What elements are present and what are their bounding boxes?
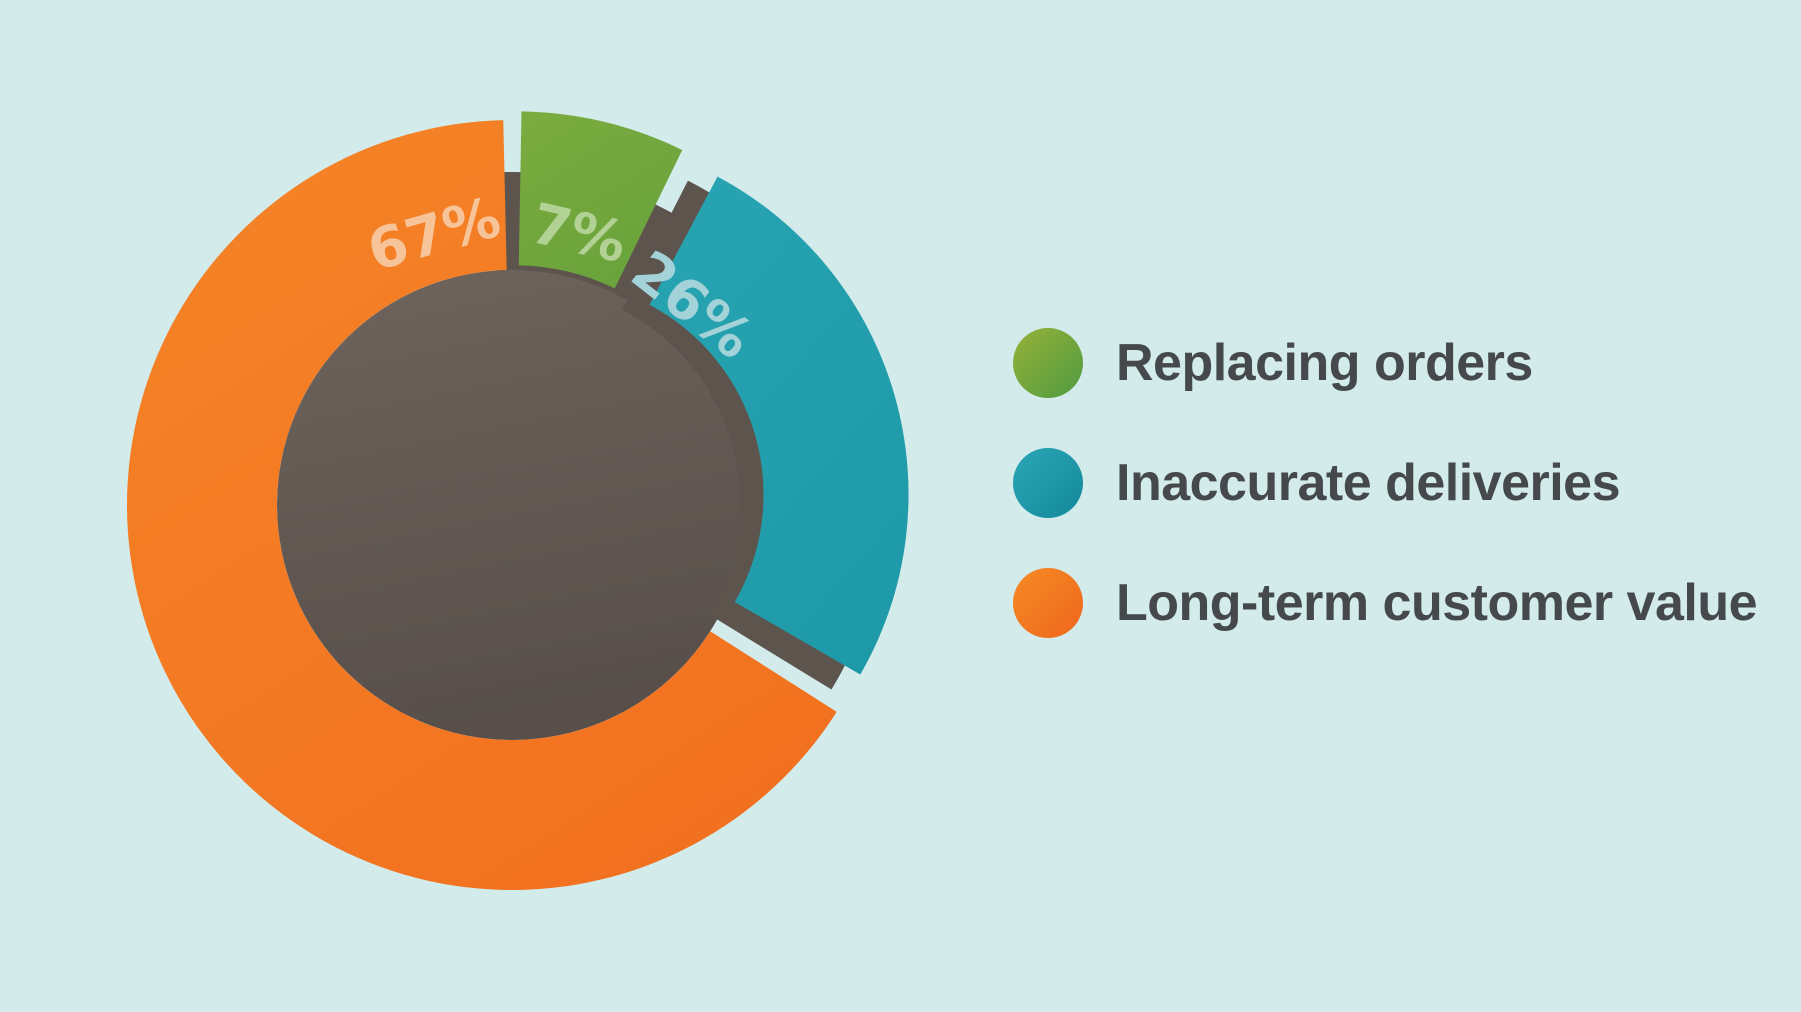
legend-swatch-icon <box>1013 448 1083 518</box>
donut-hole <box>277 270 747 740</box>
legend-item-long-term-customer-value: Long-term customer value <box>1013 568 1758 638</box>
legend-item-inaccurate-deliveries: Inaccurate deliveries <box>1013 448 1757 518</box>
chart-legend: Replacing orders Inaccurate deliveries Lon… <box>1013 328 1758 688</box>
slice-long-term-customer-value <box>126 120 837 891</box>
slice-inaccurate-deliveries <box>649 176 909 675</box>
legend-swatch-icon <box>1013 568 1083 638</box>
legend-swatch-icon <box>1013 328 1083 398</box>
legend-label: Replacing orders <box>1116 334 1533 392</box>
legend-item-replacing-orders: Replacing orders <box>1013 328 1757 398</box>
legend-label: Long-term customer value <box>1116 574 1758 632</box>
legend-label: Inaccurate deliveries <box>1116 454 1621 512</box>
slice-replacing-orders <box>518 111 683 289</box>
